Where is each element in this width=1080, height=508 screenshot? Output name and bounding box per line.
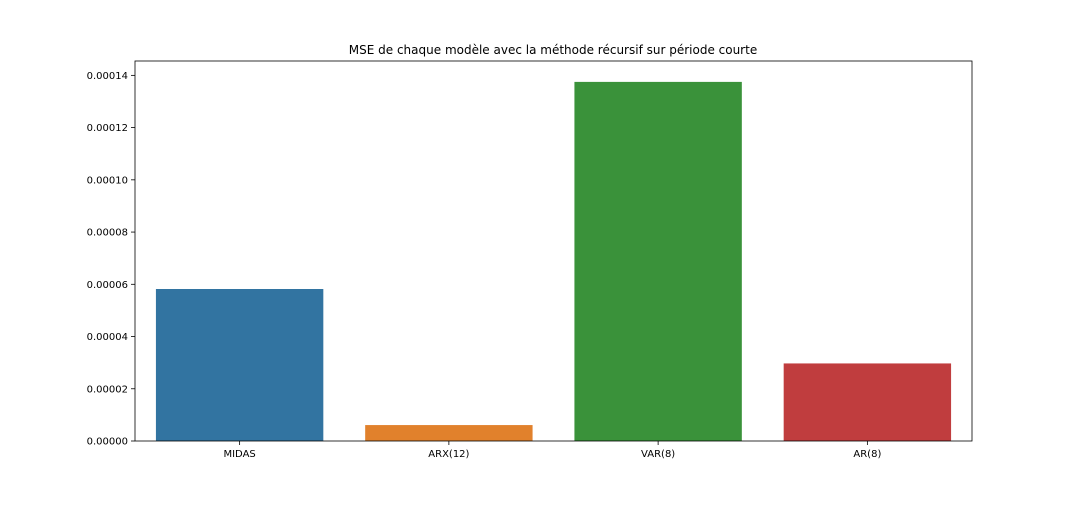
bar-arx-12 [365, 425, 533, 441]
bar-ar-8 [783, 363, 952, 441]
x-tick-label: AR(8) [853, 449, 881, 460]
bars-group [155, 81, 952, 442]
y-tick-label: 0.00008 [87, 228, 128, 239]
y-axis: 0.00000 0.00002 0.00004 0.00006 0.00008 0.000… [87, 71, 135, 448]
y-tick-label: 0.00004 [87, 332, 128, 343]
y-tick-label: 0.00000 [87, 437, 128, 448]
y-tick-label: 0.00012 [87, 123, 128, 134]
x-axis: MIDAS ARX(12) VAR(8) AR(8) [223, 441, 881, 460]
y-tick-label: 0.00014 [87, 71, 128, 82]
y-tick-label: 0.00006 [87, 280, 128, 291]
x-tick-label: MIDAS [223, 449, 255, 460]
x-tick-label: ARX(12) [428, 449, 469, 460]
plot-frame [134, 60, 973, 442]
x-tick-label: VAR(8) [641, 449, 675, 460]
bar-var-8 [574, 81, 742, 442]
y-tick-label: 0.00010 [87, 175, 128, 186]
chart-title: MSE de chaque modèle avec la méthode réc… [349, 43, 757, 57]
bar-midas [155, 289, 324, 441]
y-tick-label: 0.00002 [87, 384, 128, 395]
